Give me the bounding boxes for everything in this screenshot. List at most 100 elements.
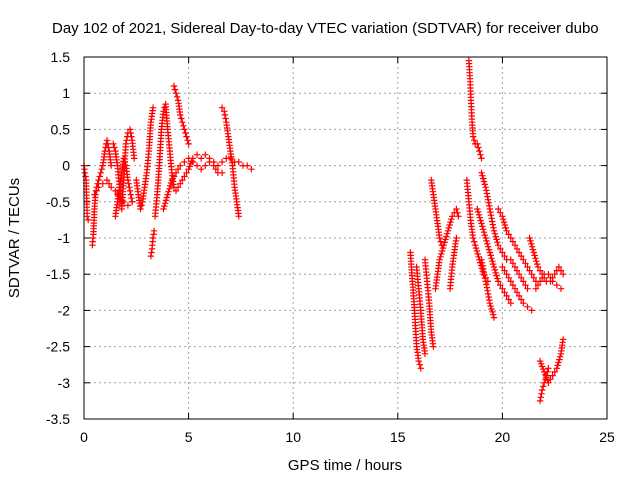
data-point <box>446 221 453 229</box>
data-point <box>181 173 188 180</box>
data-point <box>198 155 205 162</box>
data-point <box>530 274 537 281</box>
data-point <box>501 221 509 229</box>
data-point <box>160 205 167 213</box>
data-point <box>528 271 535 278</box>
data-point <box>421 350 429 357</box>
data-point <box>103 137 111 144</box>
data-point <box>93 187 100 195</box>
data-point <box>489 308 496 315</box>
data-point <box>499 263 506 271</box>
data-point <box>174 184 182 191</box>
data-point <box>497 245 504 253</box>
data-point <box>170 173 178 180</box>
data-point <box>553 365 560 372</box>
data-point <box>85 216 92 224</box>
data-point <box>556 356 563 363</box>
data-point <box>185 140 192 148</box>
data-point <box>167 182 174 190</box>
data-point <box>437 253 444 260</box>
data-point <box>545 365 552 372</box>
data-point <box>555 359 562 366</box>
data-point <box>500 218 508 226</box>
data-point <box>471 137 478 144</box>
data-point <box>218 104 226 111</box>
data-point <box>453 234 460 242</box>
data-point <box>486 249 493 256</box>
data-point <box>507 300 514 307</box>
data-point <box>507 234 514 242</box>
data-point <box>161 202 168 210</box>
data-point <box>530 249 537 256</box>
data-point <box>221 111 229 119</box>
data-point <box>495 205 502 213</box>
data-point <box>532 255 539 262</box>
data-point <box>559 336 567 343</box>
data-point <box>445 224 452 232</box>
data-point <box>95 176 102 184</box>
data-point <box>537 394 544 401</box>
data-point <box>549 372 556 379</box>
data-point <box>163 194 170 201</box>
data-point <box>524 263 531 271</box>
data-point <box>495 278 502 285</box>
data-point <box>547 376 554 383</box>
data-point <box>505 296 512 303</box>
data-point <box>244 162 251 169</box>
data-point <box>555 263 563 271</box>
plot-area-border <box>83 56 608 420</box>
data-point <box>193 151 201 158</box>
data-point <box>99 180 106 187</box>
data-point <box>202 151 209 158</box>
data-point <box>486 300 493 307</box>
data-point <box>441 239 448 246</box>
y-tick-label: 1.5 <box>51 49 71 65</box>
data-point <box>524 303 531 310</box>
data-point <box>490 263 498 271</box>
data-point <box>162 200 169 207</box>
data-point <box>505 274 512 281</box>
data-point <box>484 290 492 298</box>
data-point <box>105 144 112 151</box>
data-point <box>501 267 508 274</box>
data-point <box>515 271 523 278</box>
data-point <box>184 137 191 144</box>
data-point <box>481 231 488 239</box>
data-point <box>444 230 451 237</box>
data-point <box>218 158 226 166</box>
data-point <box>511 285 519 292</box>
data-point <box>501 289 508 296</box>
data-point <box>551 368 558 376</box>
data-point <box>481 181 488 188</box>
data-point <box>511 242 519 249</box>
data-point <box>500 216 507 223</box>
data-point <box>471 238 478 245</box>
y-tick-label: 0.5 <box>51 121 71 137</box>
data-point <box>96 173 103 180</box>
data-point <box>164 191 171 198</box>
data-point <box>91 191 98 198</box>
data-point <box>436 234 443 242</box>
data-point <box>528 307 535 314</box>
data-point <box>469 234 477 242</box>
data-point <box>181 158 188 166</box>
data-point <box>490 260 497 268</box>
data-point <box>173 93 181 100</box>
data-point <box>128 133 135 140</box>
data-point <box>221 108 228 115</box>
data-point <box>126 126 134 133</box>
y-tick-label: -3 <box>58 375 71 391</box>
data-point <box>120 155 127 162</box>
data-point <box>528 240 535 247</box>
data-point <box>448 216 455 223</box>
x-tick-label: 0 <box>80 429 88 445</box>
data-point <box>475 144 482 151</box>
x-tick-label: 20 <box>495 429 511 445</box>
data-point <box>554 362 561 369</box>
data-point <box>444 227 452 234</box>
data-point <box>214 162 222 169</box>
y-tick-label: 1 <box>62 85 70 101</box>
data-point <box>497 281 504 289</box>
data-point <box>128 195 135 202</box>
data-point <box>170 82 178 90</box>
